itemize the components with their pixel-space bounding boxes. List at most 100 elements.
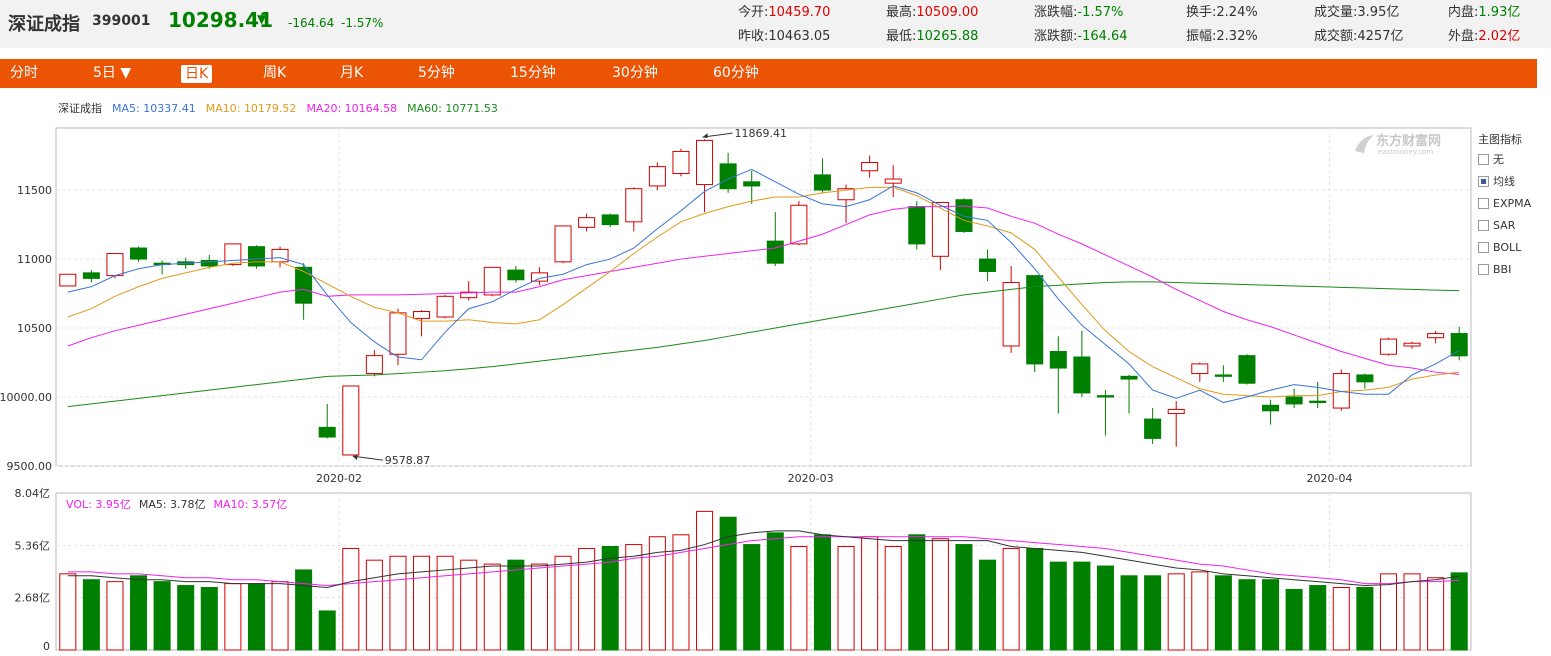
volume-bar bbox=[483, 563, 501, 651]
candle bbox=[1049, 336, 1067, 414]
candle-body bbox=[1144, 418, 1162, 439]
candle-body bbox=[884, 178, 902, 184]
stat-label: 涨跌额: bbox=[1034, 29, 1078, 44]
legend-ma20: MA20: 10164.58 bbox=[306, 102, 397, 115]
legend-value: 10164.58 bbox=[345, 102, 398, 115]
volume-bar bbox=[931, 538, 949, 651]
extreme-annotation: 11869.41 bbox=[702, 127, 787, 140]
candle-body bbox=[389, 312, 407, 355]
stat-1: 最高:10509.00 bbox=[886, 1, 978, 20]
candle bbox=[813, 158, 831, 193]
ma60-line bbox=[67, 281, 1460, 408]
price-legend: 深证成指 MA5: 10337.41 MA10: 10179.52 MA20: 101… bbox=[58, 101, 498, 115]
candle-body bbox=[955, 199, 973, 232]
tab-3[interactable]: 周K bbox=[263, 65, 287, 81]
indicator-option-3[interactable]: SAR bbox=[1478, 219, 1548, 241]
indicator-option-4[interactable]: BOLL bbox=[1478, 241, 1548, 263]
volume-bar bbox=[1002, 547, 1020, 651]
tab-5[interactable]: 5分钟 bbox=[418, 65, 455, 81]
candle bbox=[766, 212, 784, 266]
candle bbox=[389, 308, 407, 366]
volume-bar bbox=[130, 575, 148, 651]
checkbox-icon[interactable] bbox=[1478, 176, 1489, 187]
volume-bar bbox=[861, 536, 879, 651]
indicator-option-0[interactable]: 无 bbox=[1478, 153, 1548, 175]
tab-1[interactable]: 5日 ▼ bbox=[93, 65, 132, 81]
candle bbox=[342, 385, 360, 456]
volume-bar bbox=[955, 544, 973, 651]
stat-label: 成交额: bbox=[1314, 29, 1358, 44]
tab-7[interactable]: 30分钟 bbox=[612, 65, 658, 81]
candle-body bbox=[861, 161, 879, 172]
stat-value: 2.32% bbox=[1216, 29, 1258, 44]
tab-8[interactable]: 60分钟 bbox=[713, 65, 759, 81]
candle-body bbox=[601, 214, 619, 226]
candle-body bbox=[295, 266, 313, 304]
volume-bar bbox=[200, 587, 218, 651]
candle bbox=[507, 265, 525, 283]
candle bbox=[908, 201, 926, 250]
legend-name: VOL bbox=[66, 498, 89, 511]
candle bbox=[743, 170, 761, 204]
legend-name: MA20 bbox=[306, 102, 337, 115]
candle bbox=[696, 139, 714, 213]
volume-bar bbox=[1262, 579, 1280, 651]
checkbox-icon[interactable] bbox=[1478, 242, 1489, 253]
candle bbox=[130, 246, 148, 262]
candle-body bbox=[318, 426, 336, 438]
logo-icon: 东方财富网 eastmoney.com bbox=[1355, 133, 1441, 156]
candle-body bbox=[1096, 395, 1114, 398]
volume-bar bbox=[530, 563, 548, 651]
volume-bar bbox=[1144, 575, 1162, 651]
volume-bar bbox=[837, 546, 855, 651]
volume-bar bbox=[1427, 577, 1445, 651]
tab-2[interactable]: 日K bbox=[181, 65, 213, 83]
candle bbox=[837, 184, 855, 224]
candle-body bbox=[1002, 282, 1020, 347]
logo-text: 东方财富网 bbox=[1376, 133, 1441, 149]
checkbox-icon[interactable] bbox=[1478, 220, 1489, 231]
volume-bar bbox=[672, 534, 690, 651]
indicator-option-2[interactable]: EXPMA bbox=[1478, 197, 1548, 219]
checkbox-icon[interactable] bbox=[1478, 264, 1489, 275]
stat-label: 最低: bbox=[886, 29, 917, 44]
ma20-line bbox=[67, 205, 1460, 375]
volume-ma5-line bbox=[67, 530, 1460, 589]
checkbox-icon[interactable] bbox=[1478, 198, 1489, 209]
volume-bar bbox=[59, 573, 77, 651]
indicator-option-5[interactable]: BBI bbox=[1478, 263, 1548, 285]
legend-value: 10771.53 bbox=[445, 102, 498, 115]
price-tick-label: 10500 bbox=[17, 322, 52, 335]
volume-bar bbox=[766, 532, 784, 651]
volume-bar bbox=[625, 544, 643, 651]
volume-bar bbox=[177, 585, 195, 651]
tab-6[interactable]: 15分钟 bbox=[510, 65, 556, 81]
arrow-icon bbox=[702, 133, 708, 139]
candle-body bbox=[672, 150, 690, 175]
candle bbox=[318, 403, 336, 439]
stat-value: 10509.00 bbox=[916, 5, 979, 20]
legend-value: 3.95亿 bbox=[95, 498, 131, 511]
checkbox-icon[interactable] bbox=[1478, 154, 1489, 165]
candle bbox=[483, 266, 501, 297]
main-indicator-panel: 主图指标 无均线 EXPMA SAR BOLL BBI bbox=[1478, 131, 1548, 285]
stat-8: 涨跌额:-164.64 bbox=[1034, 25, 1128, 44]
tab-4[interactable]: 月K bbox=[340, 65, 364, 81]
stat-value: -1.57% bbox=[1077, 5, 1124, 20]
legend-value: 10179.52 bbox=[244, 102, 297, 115]
candle bbox=[460, 281, 478, 301]
indicator-option-1[interactable]: 均线 bbox=[1478, 175, 1548, 197]
candle bbox=[790, 201, 808, 246]
tab-0[interactable]: 分时 bbox=[10, 65, 38, 81]
candle-body bbox=[931, 201, 949, 257]
annotation-line bbox=[352, 455, 383, 461]
stat-label: 振幅: bbox=[1186, 29, 1217, 44]
volume-bar bbox=[790, 546, 808, 651]
candle-body bbox=[507, 269, 525, 281]
price-tick-label: 10000.00 bbox=[0, 391, 52, 404]
candle-body bbox=[130, 247, 148, 260]
volume-tick-label: 5.36亿 bbox=[15, 539, 51, 552]
candle-body bbox=[200, 259, 218, 267]
volume-bar bbox=[389, 555, 407, 651]
